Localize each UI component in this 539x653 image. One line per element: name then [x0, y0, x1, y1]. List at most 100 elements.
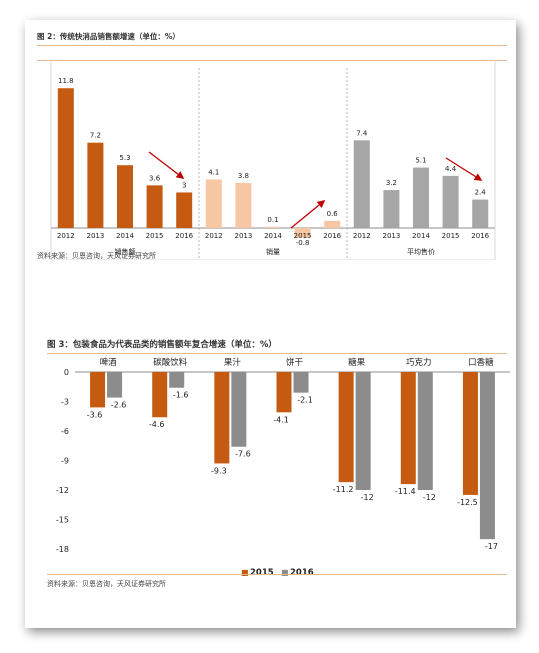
y-tick-label: -6 [61, 427, 69, 436]
figure2-bottom-rule [47, 574, 507, 575]
bar-2016-5 [417, 372, 433, 490]
x-tick-label: 2013 [234, 232, 252, 240]
data-label: -11.2 [333, 485, 354, 494]
y-tick-label: -3 [61, 398, 69, 407]
group-label: 销量 [266, 247, 280, 256]
bar-2016-4 [355, 372, 371, 490]
data-label: -2.1 [297, 396, 313, 405]
data-label: 4.1 [208, 168, 219, 176]
legend-marker: ■ [241, 568, 249, 577]
trend-arrow [290, 200, 326, 229]
report-page: 图 2：传统快消品销售额增速（单位：%） 11.8 2012 7.2 2013 5.3 2… [25, 20, 516, 628]
figure1-source: 资料来源：贝恩咨询，天风证券研究所 [37, 252, 156, 260]
category-label: 口香糖 [468, 357, 494, 368]
figure1-sub-rule [37, 60, 507, 61]
data-label: 7.4 [356, 129, 368, 137]
data-label: 7.2 [90, 132, 101, 140]
data-label: 5.3 [119, 154, 130, 162]
x-tick-label: 2015 [146, 232, 164, 240]
figure2-source: 资料来源：贝恩咨询，天风证券研究所 [47, 580, 166, 588]
figure2-title: 图 3：包装食品为代表品类的销售额年复合增速（单位：%） [47, 340, 277, 350]
bar-2-0 [353, 140, 370, 228]
bar-2015-4 [338, 372, 354, 483]
bar-2016-3 [293, 372, 309, 393]
data-label: 4.4 [445, 165, 457, 173]
x-tick-label: 2012 [57, 232, 75, 240]
x-tick-label: 2016 [323, 232, 341, 240]
figure2-chart: 0 -3 -6 -9 -12 -15 -18 啤酒 -3.6 -2.6 碳酸饮料 -4.6 -1.6 果汁… [56, 357, 510, 578]
category-label: 碳酸饮料 [153, 357, 188, 368]
x-tick-label: 2016 [175, 232, 193, 240]
bar-2015-6 [462, 372, 478, 495]
data-label: 5.1 [415, 157, 426, 165]
y-tick-label: -15 [56, 516, 69, 525]
category-label: 饼干 [286, 357, 304, 368]
bar-2-1 [383, 190, 400, 228]
category-label: 果汁 [224, 357, 242, 368]
x-tick-label: 2016 [471, 232, 489, 240]
bar-1-0 [205, 179, 222, 228]
bar-2015-2 [214, 372, 230, 464]
bar-2015-0 [90, 372, 106, 408]
bar-1-1 [235, 182, 252, 228]
bar-2-2 [413, 167, 429, 228]
legend-label: 2015 [250, 568, 274, 578]
trend-arrow [445, 157, 483, 181]
bar-2016-6 [479, 372, 495, 540]
bar-0-2 [117, 165, 133, 228]
x-tick-label: 2014 [412, 232, 430, 240]
y-tick-label: -9 [61, 457, 69, 466]
bar-1-2 [265, 226, 281, 228]
data-label: -2.6 [111, 401, 127, 410]
x-tick-label: 2012 [205, 232, 223, 240]
x-tick-label: 2013 [382, 232, 400, 240]
bar-0-4 [176, 192, 193, 228]
bar-1-4 [324, 220, 341, 228]
bar-2-3 [442, 175, 459, 228]
x-tick-label: 2014 [264, 232, 282, 240]
data-label: 2.4 [475, 189, 487, 197]
category-label: 巧克力 [406, 357, 432, 368]
figure1-chart: 11.8 2012 7.2 2013 5.3 2014 3.6 2015 3 2016 销售额 4.1… [50, 60, 496, 260]
data-label: 0.6 [327, 210, 339, 218]
bar-2016-2 [231, 372, 247, 447]
data-label: -7.6 [235, 450, 251, 459]
bar-2015-3 [276, 372, 292, 413]
legend-label: 2016 [290, 568, 314, 578]
trend-arrow [148, 151, 185, 179]
x-tick-label: 2014 [116, 232, 134, 240]
bar-2015-5 [400, 372, 416, 485]
bar-0-0 [57, 88, 74, 228]
data-label: 11.8 [58, 77, 74, 85]
data-label: 0.1 [267, 216, 278, 224]
x-tick-label: 2015 [294, 232, 312, 240]
x-tick-label: 2013 [86, 232, 104, 240]
data-label: 3.6 [149, 174, 161, 182]
data-label: -11.4 [395, 487, 416, 496]
group-label: 平均售价 [407, 247, 435, 256]
bar-2015-1 [152, 372, 168, 418]
data-label: -12 [361, 493, 374, 502]
bar-2016-1 [169, 372, 185, 388]
legend-marker: ■ [281, 568, 289, 577]
data-label: 3 [182, 181, 186, 189]
bar-0-1 [87, 142, 104, 228]
bar-1-3 [294, 228, 311, 238]
data-label: -0.8 [296, 239, 310, 247]
figure1-top-rule [37, 45, 507, 46]
figure2-top-rule [47, 353, 507, 354]
y-tick-label: 0 [64, 368, 69, 377]
data-label: -17 [485, 542, 498, 551]
data-label: -3.6 [87, 410, 103, 419]
y-tick-label: -18 [56, 545, 69, 554]
y-tick-label: -12 [56, 486, 69, 495]
data-label: -12.5 [457, 498, 478, 507]
data-label: -1.6 [173, 391, 189, 400]
data-label: 3.2 [386, 179, 397, 187]
data-label: -12 [423, 493, 436, 502]
data-label: -4.6 [149, 420, 165, 429]
x-tick-label: 2015 [442, 232, 460, 240]
data-label: -4.1 [273, 415, 289, 424]
figure1-title: 图 2：传统快消品销售额增速（单位：%） [37, 32, 180, 41]
x-tick-label: 2012 [353, 232, 371, 240]
